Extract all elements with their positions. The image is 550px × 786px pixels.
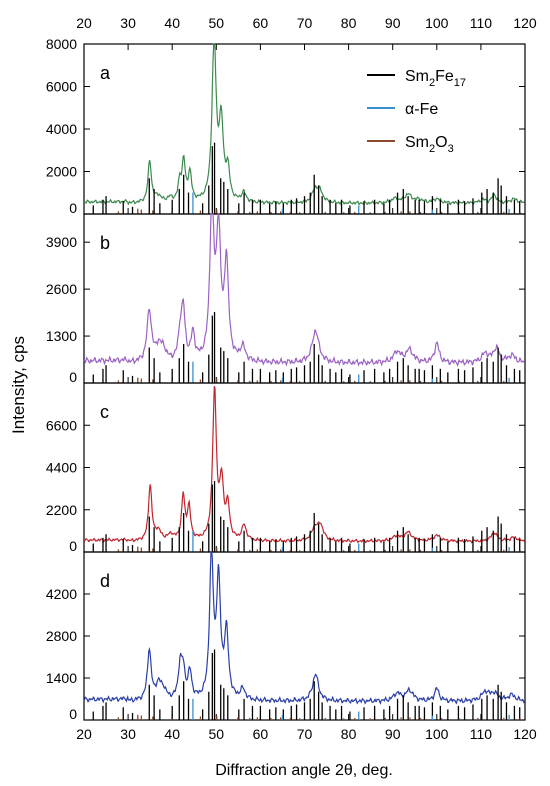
x-tick-label: 20 [76,726,92,742]
y-tick-label: 2200 [46,502,77,518]
top-x-tick-label: 70 [297,15,313,31]
y-tick-label: 2600 [46,281,77,297]
y-tick-label: 2800 [46,628,77,644]
legend-label-part: Fe [435,68,454,85]
legend-label-part: α-Fe [405,101,438,118]
legend-label-part: 17 [454,77,466,89]
y-tick-label: 6600 [46,417,77,433]
top-x-tick-label: 20 [76,15,92,31]
y-tick-label: 4400 [46,460,77,476]
x-tick-label: 40 [164,726,180,742]
x-tick-label: 30 [120,726,136,742]
x-tick-label: 100 [425,726,449,742]
pattern-curve-d [83,551,525,705]
legend-label-part: Sm [405,68,429,85]
y-tick-label: 0 [69,200,77,216]
panel-label: a [100,63,111,83]
pattern-curve-a [83,43,525,206]
pattern-curve-c [83,386,526,544]
top-x-tick-label: 60 [253,15,269,31]
pattern-curve-b [83,213,525,367]
y-tick-label: 3900 [46,234,77,250]
panel-b: 0 1300 2600 3900 b [46,213,526,385]
x-tick-label: 110 [470,726,493,742]
legend-label-part: 2 [429,143,435,155]
x-tick-label: 50 [209,726,225,742]
top-x-tick-label: 30 [120,15,136,31]
legend-label-part: 2 [429,77,435,89]
y-tick-label: 1400 [46,670,77,686]
legend-label-part: Sm [405,134,429,151]
y-tick-label: 4000 [46,121,77,137]
x-tick-label: 60 [253,726,269,742]
y-tick-label: 1300 [46,328,77,344]
x-axis-label: Diffraction angle 2θ, deg. [215,762,393,779]
y-tick-label: 6000 [46,79,77,95]
x-tick-label: 90 [385,726,401,742]
top-x-tick-label: 100 [425,15,449,31]
legend-label: α-Fe [405,101,438,118]
legend-label: Sm2O3 [405,134,454,155]
x-tick-label: 80 [341,726,357,742]
top-x-tick-label: 50 [209,15,225,31]
y-tick-label: 8000 [46,36,77,52]
y-tick-label: 0 [69,538,77,554]
top-x-tick-label: 90 [385,15,401,31]
x-tick-label: 70 [297,726,313,742]
legend-label-part: O [435,134,447,151]
top-x-tick-label: 80 [341,15,357,31]
y-tick-label: 0 [69,706,77,722]
legend-label-part: 3 [448,143,454,155]
y-axis-label: Intensity, cps [9,336,28,434]
legend-label: Sm2Fe17 [405,68,466,89]
top-x-tick-label: 120 [513,15,537,31]
panel-a: 0 2000 4000 6000 8000 a [46,36,526,216]
panel-frame [83,551,526,721]
y-tick-label: 4200 [46,586,77,602]
panel-frame [83,382,526,553]
y-tick-label: 2000 [46,164,77,180]
top-x-tick-label: 110 [470,15,493,31]
y-tick-label: 0 [69,369,77,385]
x-tick-label: 120 [513,726,537,742]
panels: 0 2000 4000 6000 8000 a 0 1300 2600 3900 b 0 2200 440… [46,36,526,722]
panel-d: 0 1400 2800 4200 d [46,551,526,722]
panel-c: 0 2200 4400 6600 c [46,382,526,554]
panel-label: b [100,233,110,253]
top-x-axis: 20 30 40 50 60 70 80 90 100 110 120 [76,15,537,50]
top-x-tick-label: 40 [164,15,180,31]
panel-label: d [100,571,110,591]
panel-frame [83,43,526,215]
bottom-x-axis: 20 30 40 50 60 70 80 90 100 110 120 [76,726,537,742]
panel-label: c [100,402,109,422]
